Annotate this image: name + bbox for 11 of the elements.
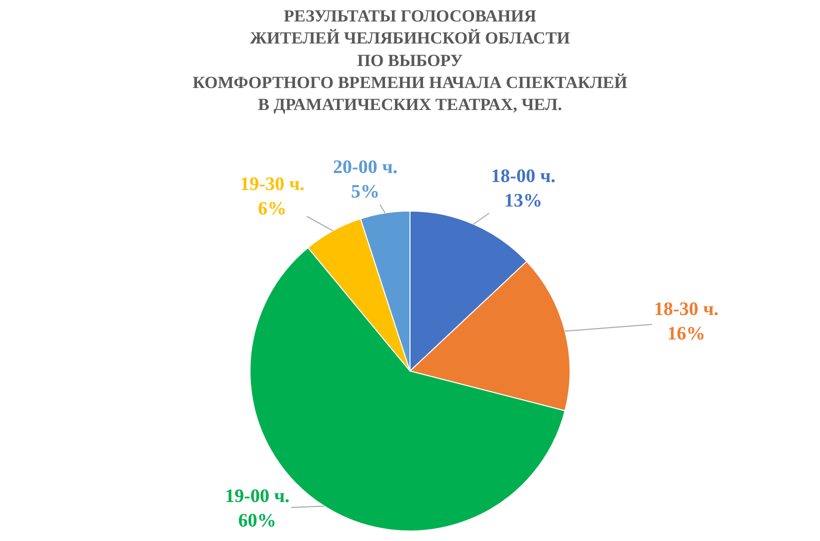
data-label: 13% <box>504 190 542 212</box>
data-label: 60% <box>238 510 276 532</box>
data-label: 6% <box>258 198 287 220</box>
slice-label: 18-00 ч. <box>491 166 556 187</box>
data-label: 5% <box>351 182 380 203</box>
slice-label: 20-00 ч. <box>333 157 398 178</box>
slice-label: 19-30 ч. <box>240 174 305 195</box>
data-label: 16% <box>667 324 706 345</box>
slice-label: 19-00 ч. <box>225 486 290 507</box>
slice-label: 18-30 ч. <box>654 299 719 320</box>
chart-title: РЕЗУЛЬТАТЫ ГОЛОСОВАНИЯ ЖИТЕЛЕЙ ЧЕЛЯБИНСКОЙ ОБЛАСТИ ПО ВЫБОРУ КОМФОРТНОГО ВРЕМЕНИ НАЧАЛА СПЕКТАКЛЕЙ В ДРАМАТИЧЕСКИХ ТЕАТРАХ, ЧЕЛ. <box>192 6 628 114</box>
